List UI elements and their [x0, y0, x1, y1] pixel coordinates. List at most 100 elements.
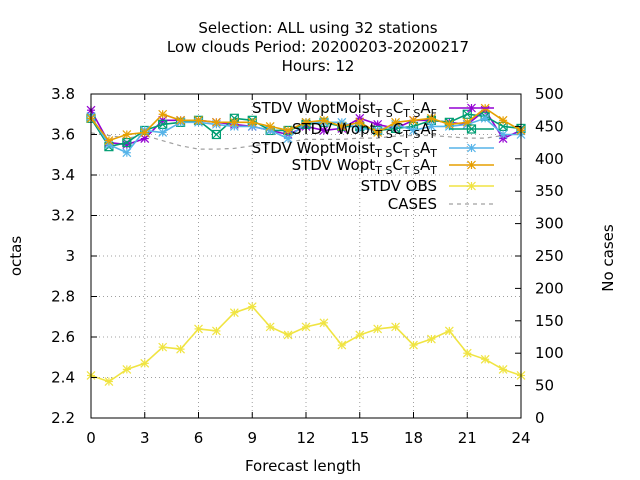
data-point: [122, 148, 132, 158]
data-point: [426, 334, 436, 344]
data-point: [355, 117, 365, 127]
y2-axis-label: No cases: [599, 224, 617, 292]
data-point: [158, 119, 168, 129]
data-point: [229, 308, 239, 318]
legend-marker: [467, 181, 476, 191]
y2-tick-label: 450: [535, 117, 564, 135]
data-point: [391, 322, 401, 332]
data-point: [211, 129, 222, 140]
data-point: [211, 326, 221, 336]
y-tick-label: 2.6: [51, 328, 75, 346]
y2-tick-label: 200: [535, 279, 564, 297]
legend-label: CASES: [388, 195, 437, 213]
data-point: [140, 128, 150, 137]
data-point: [498, 130, 508, 139]
data-point: [104, 136, 114, 145]
data-point: [122, 130, 132, 139]
data-point: [355, 330, 365, 340]
axes-labels: 0 3 6 9 12 15 18 21 24 2.2 2.4 2.6 2.8 3 3.2 3.4 3.6 3.8 0…: [51, 85, 564, 447]
data-point: [176, 344, 186, 354]
title-line-1: Selection: ALL using 32 stations: [198, 19, 437, 37]
title-line-2: Low clouds Period: 20200203-20200217: [167, 38, 469, 56]
legend-marker: [467, 143, 476, 153]
x-tick-label: 0: [86, 429, 96, 447]
legend-entry: STDV WoptT SCT SAT: [292, 156, 494, 177]
data-point: [480, 354, 490, 364]
y-tick-label: 2.2: [51, 409, 75, 427]
data-point: [158, 128, 168, 137]
x-tick-label: 18: [404, 429, 423, 447]
data-point: [229, 117, 239, 127]
y-tick-label: 2.4: [51, 369, 75, 387]
data-point: [158, 109, 168, 119]
data-point: [247, 302, 257, 312]
y2-tick-label: 50: [535, 377, 554, 395]
data-point: [301, 117, 311, 127]
legend-label: STDV WoptMoistT SCT SAF: [252, 99, 437, 120]
data-point: [283, 134, 293, 143]
x-tick-label: 12: [296, 429, 315, 447]
y-axis-label: octas: [7, 236, 25, 276]
y-tick-label: 3.8: [51, 85, 75, 103]
legend-label: STDV WoptMoistT SCT SAT: [252, 139, 438, 160]
data-point: [391, 117, 401, 127]
y2-tick-label: 300: [535, 215, 564, 233]
chart-title: Selection: ALL using 32 stations Low clo…: [167, 19, 469, 75]
data-point: [247, 117, 257, 127]
data-point: [319, 318, 329, 328]
data-point: [194, 115, 203, 125]
series-layer: [86, 103, 526, 386]
x-tick-label: 21: [458, 429, 477, 447]
y2-tick-label: 400: [535, 150, 564, 168]
data-point: [211, 117, 221, 127]
y-tick-label: 3.4: [51, 166, 75, 184]
legend-entry: STDV WoptMoistT SCT SAF: [252, 99, 494, 120]
y-tick-label: 3: [65, 247, 75, 265]
data-point: [409, 126, 418, 135]
data-point: [319, 126, 329, 135]
data-point: [426, 113, 436, 123]
data-point: [444, 119, 454, 129]
y2-tick-label: 250: [535, 247, 564, 265]
data-point: [409, 340, 418, 350]
data-point: [122, 364, 132, 374]
x-tick-label: 24: [511, 429, 530, 447]
data-point: [122, 138, 132, 148]
data-point: [480, 113, 490, 123]
legend-label: STDV WoptT SCT SAT: [292, 156, 438, 177]
x-tick-label: 9: [247, 429, 257, 447]
y-tick-label: 3.6: [51, 126, 75, 144]
data-point: [337, 121, 347, 131]
y2-tick-label: 100: [535, 344, 564, 362]
data-point: [409, 115, 418, 125]
data-point: [283, 126, 293, 135]
legend-label: STDV OBS: [361, 177, 437, 195]
data-point: [337, 340, 347, 350]
x-tick-label: 6: [194, 429, 204, 447]
data-point: [301, 322, 311, 332]
data-point: [498, 364, 508, 374]
data-point: [373, 324, 383, 334]
data-point: [462, 109, 472, 119]
x-axis-label: Forecast length: [245, 457, 361, 475]
data-point: [462, 348, 472, 358]
y-tick-label: 2.8: [51, 288, 75, 306]
series-4: [86, 302, 526, 386]
series-line: [90, 132, 522, 150]
data-point: [444, 326, 454, 336]
title-line-3: Hours: 12: [282, 57, 355, 75]
data-point: [104, 377, 114, 386]
legend-label: STDV WoptT SCT SAF: [292, 120, 437, 141]
legend-entry: STDV WoptMoistT SCT SAT: [252, 139, 494, 160]
legend-entry: CASES: [388, 195, 494, 213]
legend-entry: STDV OBS: [361, 177, 494, 195]
y2-tick-label: 500: [535, 85, 564, 103]
data-point: [176, 115, 186, 125]
series-5: [90, 132, 522, 150]
data-point: [265, 121, 275, 131]
y2-tick-label: 0: [535, 409, 545, 427]
legend-entry: STDV WoptT SCT SAF: [292, 120, 494, 141]
data-point: [426, 121, 436, 131]
